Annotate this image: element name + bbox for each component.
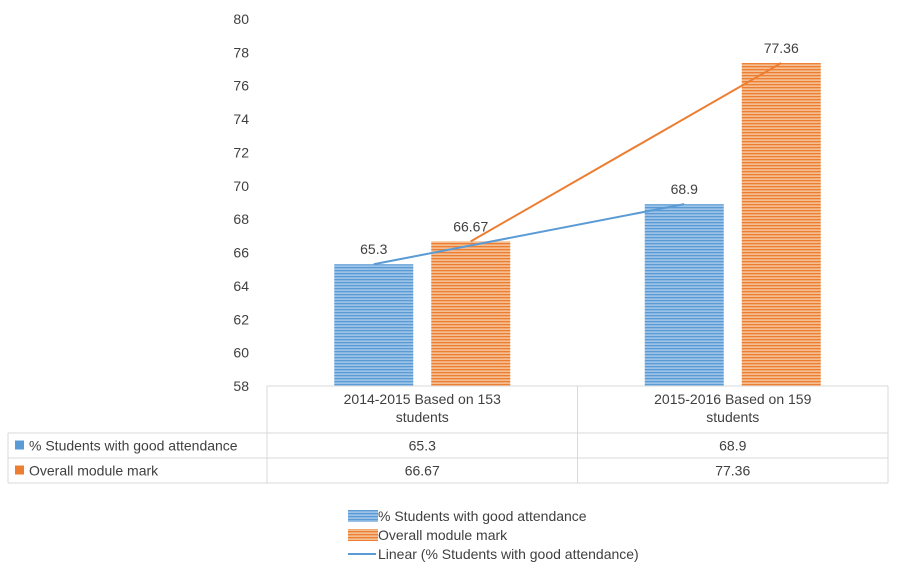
y-tick-label: 64 xyxy=(233,278,249,294)
category-label: students xyxy=(706,409,759,425)
legend-key xyxy=(15,440,24,450)
table-cell: 65.3 xyxy=(409,438,436,454)
bar xyxy=(644,204,724,386)
data-label: 68.9 xyxy=(671,181,698,197)
legend: % Students with good attendance Overall m… xyxy=(348,508,639,562)
legend-key xyxy=(15,465,24,475)
bars xyxy=(334,63,821,386)
y-tick-label: 62 xyxy=(233,311,249,327)
y-tick-label: 76 xyxy=(233,78,249,94)
y-tick-label: 80 xyxy=(233,11,249,27)
table-cell: 68.9 xyxy=(719,438,746,454)
data-label: 65.3 xyxy=(360,241,387,257)
table-cell: 77.36 xyxy=(715,463,750,479)
y-tick-label: 60 xyxy=(233,345,249,361)
y-tick-label: 66 xyxy=(233,245,249,261)
data-label: 66.67 xyxy=(453,218,488,234)
series-name: Overall module mark xyxy=(29,463,159,479)
bar xyxy=(741,63,821,386)
y-axis: 58 60 62 64 66 68 70 72 74 76 78 80 xyxy=(233,11,249,394)
y-tick-label: 78 xyxy=(233,44,249,60)
y-tick-label: 68 xyxy=(233,211,249,227)
trendline xyxy=(470,62,782,243)
trendlines xyxy=(373,62,782,266)
legend-swatch xyxy=(348,510,378,522)
legend-label: % Students with good attendance xyxy=(378,508,587,524)
category-label: students xyxy=(396,409,449,425)
data-table: 2014-2015 Based on 153 students 2015-2016 … xyxy=(7,385,889,484)
legend-swatch xyxy=(348,529,378,541)
legend-label: Overall module mark xyxy=(378,527,508,543)
y-tick-label: 70 xyxy=(233,178,249,194)
bar xyxy=(431,241,511,386)
y-tick-label: 72 xyxy=(233,144,249,160)
y-tick-label: 74 xyxy=(233,111,249,127)
legend-label: Linear (% Students with good attendance) xyxy=(378,546,639,562)
series-name: % Students with good attendance xyxy=(29,438,238,454)
y-tick-label: 58 xyxy=(233,378,249,394)
category-label: 2015-2016 Based on 159 xyxy=(654,391,811,407)
bar xyxy=(334,264,414,386)
data-label: 77.36 xyxy=(764,40,799,56)
data-labels: 65.3 68.9 66.67 77.36 xyxy=(360,40,799,257)
trendline xyxy=(373,203,685,266)
category-label: 2014-2015 Based on 153 xyxy=(344,391,501,407)
table-cell: 66.67 xyxy=(405,463,440,479)
